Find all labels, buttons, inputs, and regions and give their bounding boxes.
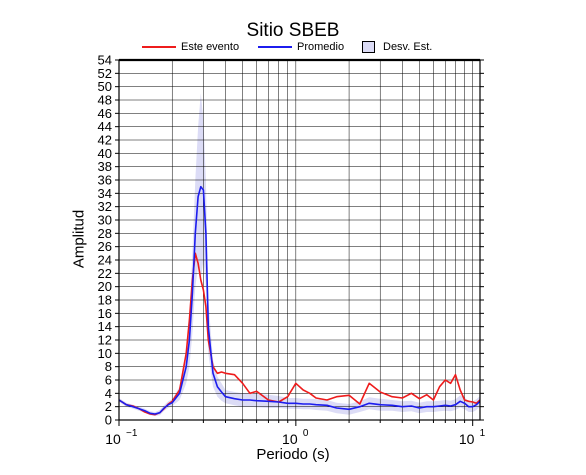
y-tick-label: 20 [98,279,112,294]
y-tick-label: 16 [98,306,112,321]
legend-swatch-promedio [258,46,292,48]
y-tick-label: 32 [98,199,112,214]
std-band [119,93,480,417]
y-tick-label: 2 [105,399,112,414]
y-tick-label: 28 [98,226,112,241]
x-tick-exponent: 1 [480,428,486,439]
legend-item-este-evento: Este evento [142,41,239,53]
legend-label-promedio: Promedio [297,41,345,53]
x-tick-label: 10 [282,431,298,447]
y-tick-label: 36 [98,173,112,188]
x-axis-label: Periodo (s) [256,446,330,463]
y-axis-label: Amplitud [70,209,88,269]
y-tick-label: 22 [98,266,112,281]
legend-swatch-este-evento [142,46,176,48]
chart-title: Sitio SBEB [246,20,340,41]
x-tick-exponent: −1 [126,428,138,439]
y-tick-label: 50 [98,79,112,94]
y-tick-label: 38 [98,159,112,174]
y-tick-label: 0 [105,413,112,428]
legend: Este evento Promedio Desv. Est. [0,41,586,55]
y-tick-label: 18 [98,293,112,308]
y-tick-label: 34 [98,186,112,201]
y-tick-label: 6 [105,373,112,388]
legend-label-desv-est: Desv. Est. [383,41,433,53]
x-tick-label: 10 [459,431,475,447]
y-tick-label: 44 [98,119,112,134]
y-tick-label: 12 [98,333,112,348]
y-tick-label: 24 [98,253,112,268]
y-tick-label: 52 [98,66,112,81]
y-tick-label: 4 [105,386,112,401]
y-tick-label: 14 [98,319,112,334]
legend-item-promedio: Promedio [258,41,344,53]
y-tick-label: 54 [98,53,112,68]
series-line-1 [118,185,481,415]
y-tick-label: 42 [98,133,112,148]
y-tick-label: 40 [98,146,112,161]
y-tick-label: 30 [98,213,112,228]
y-tick-label: 48 [98,93,112,108]
x-tick-exponent: 0 [303,428,309,439]
y-tick-label: 8 [105,359,112,374]
legend-label-este-evento: Este evento [181,41,240,53]
legend-item-desv-est: Desv. Est. [362,41,432,53]
y-tick-label: 10 [98,346,112,361]
series-line-0 [118,252,481,416]
x-tick-label: 10 [105,431,121,447]
plot-frame [118,59,481,421]
y-tick-label: 46 [98,106,112,121]
legend-swatch-desv-est [362,41,375,53]
y-tick-label: 26 [98,239,112,254]
